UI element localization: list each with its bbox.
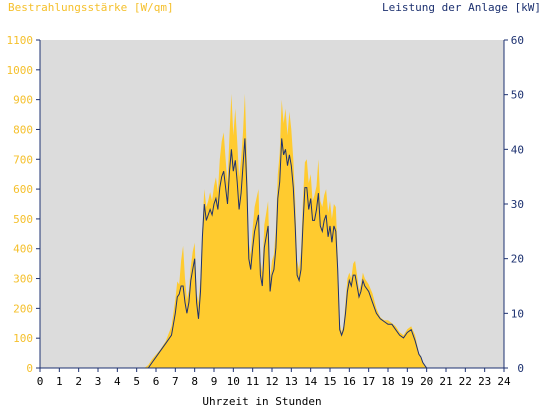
- right-tick-label: 20: [511, 253, 524, 266]
- x-tick-labels: 0 1 2 3 4 5 6 7 8 9 10 11 12 13 14 15 16 17 18 19 20 21 22 23 24: [37, 368, 511, 388]
- x-tick-label: 23: [478, 375, 491, 388]
- x-tick-label: 21: [439, 375, 452, 388]
- left-tick-label: 500: [13, 213, 33, 226]
- x-tick-label: 11: [246, 375, 259, 388]
- x-axis-label: Uhrzeit in Stunden: [202, 395, 321, 408]
- x-tick-label: 9: [211, 375, 218, 388]
- left-tick-label: 400: [13, 243, 33, 256]
- left-tick-label: 100: [13, 332, 33, 345]
- x-tick-label: 20: [420, 375, 433, 388]
- x-tick-label: 14: [304, 375, 318, 388]
- x-tick-label: 4: [114, 375, 121, 388]
- x-tick-label: 18: [381, 375, 394, 388]
- x-tick-label: 16: [343, 375, 356, 388]
- left-tick-label: 1100: [7, 34, 34, 47]
- right-tick-label: 30: [511, 198, 524, 211]
- left-tick-labels: 0 100 200 300 400 500 600 700 800 900 1000 1100: [7, 34, 40, 375]
- x-tick-label: 8: [191, 375, 198, 388]
- right-tick-label: 40: [511, 143, 524, 156]
- x-tick-label: 15: [323, 375, 336, 388]
- x-tick-label: 17: [362, 375, 375, 388]
- x-tick-label: 1: [56, 375, 63, 388]
- x-tick-label: 19: [401, 375, 414, 388]
- right-tick-label: 10: [511, 307, 524, 320]
- x-tick-label: 2: [75, 375, 82, 388]
- left-tick-label: 1000: [7, 64, 34, 77]
- right-tick-label: 60: [511, 34, 524, 47]
- right-axis-title: Leistung der Anlage [kW]: [382, 1, 541, 14]
- right-tick-labels: 0 10 20 30 40 50 60: [504, 34, 524, 375]
- x-tick-label: 3: [95, 375, 102, 388]
- series-layer: [40, 93, 504, 369]
- left-tick-label: 900: [13, 94, 33, 107]
- x-tick-label: 0: [37, 375, 44, 388]
- left-axis-title: Bestrahlungsstärke [W/qm]: [8, 1, 174, 14]
- right-tick-label: 50: [511, 89, 524, 102]
- x-tick-label: 13: [285, 375, 298, 388]
- power-line: [40, 138, 504, 369]
- left-tick-label: 200: [13, 302, 33, 315]
- x-tick-label: 22: [459, 375, 472, 388]
- x-tick-label: 24: [497, 375, 511, 388]
- left-tick-label: 700: [13, 153, 33, 166]
- left-tick-label: 800: [13, 124, 33, 137]
- x-tick-label: 12: [265, 375, 278, 388]
- right-tick-label: 0: [517, 362, 524, 375]
- x-tick-label: 6: [153, 375, 160, 388]
- left-tick-label: 0: [26, 362, 33, 375]
- left-tick-label: 600: [13, 183, 33, 196]
- x-tick-label: 10: [227, 375, 240, 388]
- irradiance-area: [40, 93, 504, 368]
- x-tick-label: 5: [133, 375, 140, 388]
- x-tick-label: 7: [172, 375, 179, 388]
- left-tick-label: 300: [13, 273, 33, 286]
